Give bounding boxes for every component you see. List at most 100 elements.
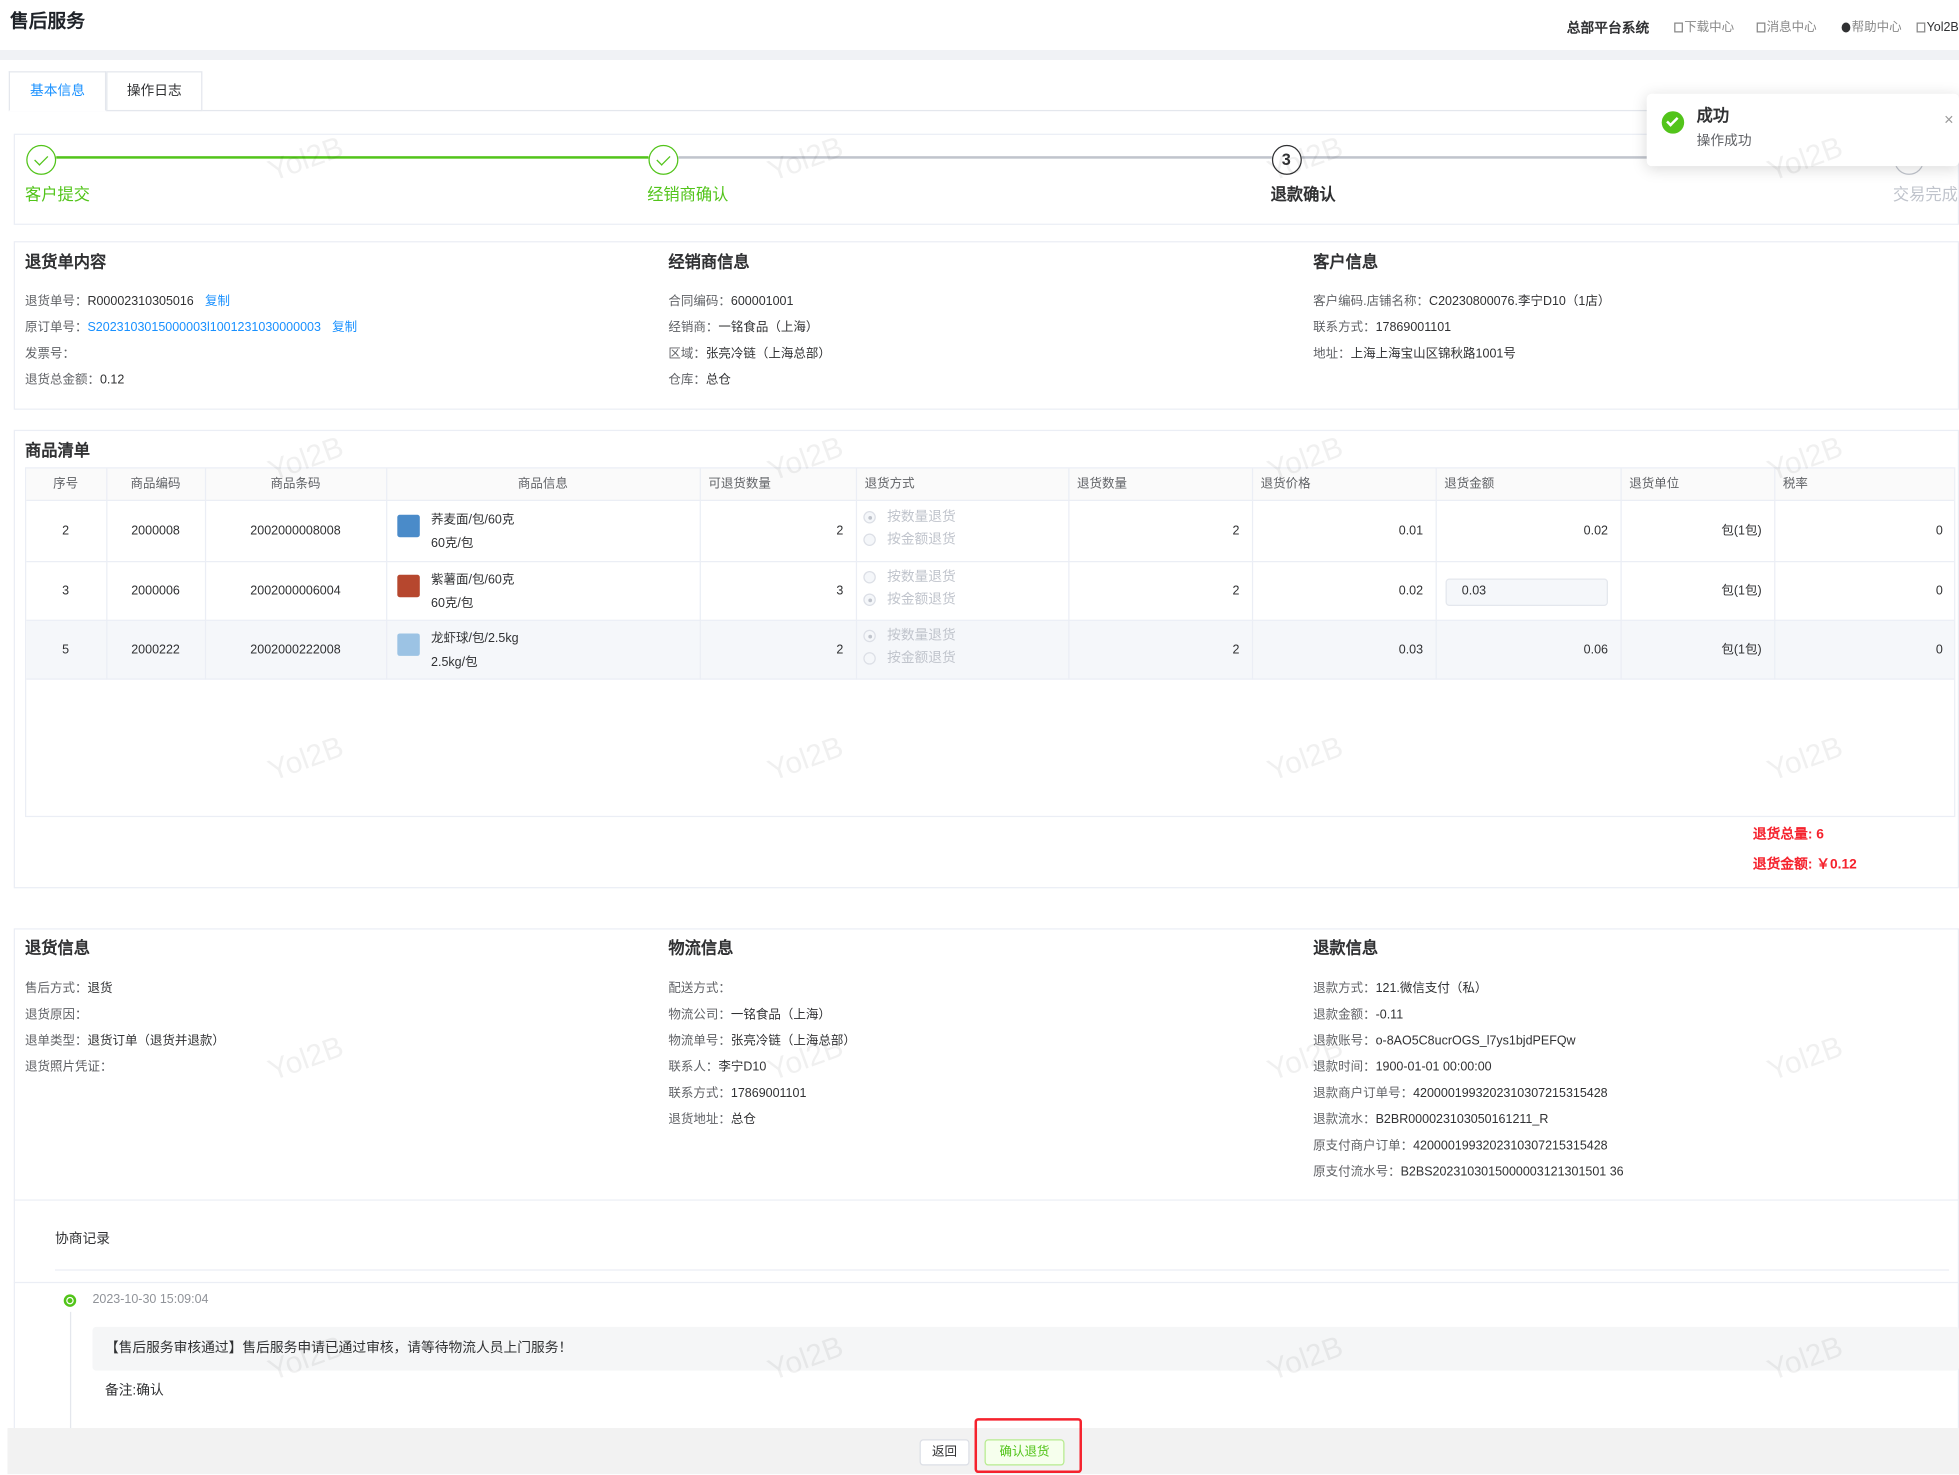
field-label: 退款方式： xyxy=(1313,982,1376,996)
field: 联系人：李宁D10 xyxy=(668,1058,766,1078)
column-header: 退货价格 xyxy=(1260,477,1311,492)
detail-panel xyxy=(13,928,1959,1201)
button[interactable] xyxy=(984,1439,1065,1466)
radio-label[interactable]: 按金额退货 xyxy=(887,591,956,607)
tab-label[interactable]: 基本信息 xyxy=(29,83,85,99)
copy-link[interactable]: 复制 xyxy=(332,321,358,335)
step-label: 客户提交 xyxy=(24,184,90,204)
field-value: B2BR000023103050161211_R xyxy=(1375,1113,1549,1127)
col-divider xyxy=(106,468,108,680)
radio-label[interactable]: 按金额退货 xyxy=(887,531,956,547)
tab-label[interactable]: 操作日志 xyxy=(126,83,182,99)
radio-label[interactable]: 按数量退货 xyxy=(887,509,956,525)
table-border xyxy=(24,467,1956,818)
header-link[interactable]: 消息中心 xyxy=(1766,21,1817,35)
field: 合同编码：600001001 xyxy=(668,292,793,312)
toast xyxy=(1646,93,1959,167)
field-value: 17869001101 xyxy=(1375,321,1452,335)
cell: 0 xyxy=(1935,584,1943,598)
tab[interactable] xyxy=(8,71,107,112)
amount-input[interactable] xyxy=(1445,577,1608,606)
radio[interactable] xyxy=(863,629,876,642)
radio[interactable] xyxy=(863,592,876,606)
radio-label[interactable]: 按数量退货 xyxy=(887,627,956,643)
radio[interactable] xyxy=(863,570,876,583)
field-value: 退货订单（退货并退款） xyxy=(87,1034,225,1049)
table-row xyxy=(26,562,1955,621)
step-label: 经销商确认 xyxy=(647,184,729,204)
summary-label: 退货总量: xyxy=(1752,827,1817,843)
field-label: 退货照片凭证： xyxy=(24,1060,113,1075)
summary-label: 退货金额: xyxy=(1752,857,1817,873)
header-link[interactable]: 下载中心 xyxy=(1684,21,1735,35)
field-value: 张亮冷链（上海总部） xyxy=(705,347,831,362)
toast-message: 操作成功 xyxy=(1696,133,1752,149)
header-link[interactable]: 帮助中心 xyxy=(1851,21,1902,35)
column-header: 退货数量 xyxy=(1076,477,1127,492)
radio[interactable] xyxy=(863,651,876,665)
amount-input-value[interactable]: 0.03 xyxy=(1461,584,1487,598)
column-header: 税率 xyxy=(1782,477,1808,492)
cell: 2 xyxy=(1232,584,1240,598)
field-label: 区域： xyxy=(668,347,706,362)
field-label: 发票号： xyxy=(24,347,75,362)
step-number: 3 xyxy=(1281,149,1291,169)
radio[interactable] xyxy=(863,532,876,546)
info-panel xyxy=(13,241,1959,410)
cell: 2002000222008 xyxy=(250,642,341,657)
cell: 2 xyxy=(836,642,844,657)
negotiation-title: 协商记录 xyxy=(54,1231,110,1247)
col-divider xyxy=(1774,468,1776,680)
radio-label[interactable]: 按数量退货 xyxy=(887,569,956,585)
field: 退款方式：121.微信支付（私） xyxy=(1313,980,1487,1000)
radio[interactable] xyxy=(863,510,876,523)
column-header: 序号 xyxy=(53,477,79,492)
field-label: 退款商户订单号： xyxy=(1313,1086,1414,1101)
product-thumb xyxy=(397,574,420,597)
field: 退货总金额：0.12 xyxy=(25,371,124,391)
step-circle xyxy=(648,144,679,175)
field: 发票号： xyxy=(25,345,75,365)
link-icon xyxy=(1916,22,1926,33)
col-divider xyxy=(855,468,858,680)
step-circle: 3 xyxy=(1271,144,1302,175)
field: 配送方式： xyxy=(668,980,730,1000)
section-title: 退货单内容 xyxy=(24,252,107,272)
field: 联系方式：17869001101 xyxy=(668,1084,806,1104)
col-divider xyxy=(699,468,701,680)
button-label[interactable]: 确认退货 xyxy=(999,1445,1050,1460)
field-label: 退货单号： xyxy=(24,294,88,309)
field: 原支付商户订单：4200001993202310307215315428 xyxy=(1313,1137,1608,1157)
field-label: 仓库： xyxy=(668,373,706,388)
toast-close[interactable]: × xyxy=(1944,109,1954,129)
step-label: 退款确认 xyxy=(1270,184,1336,204)
field-value: B2BS2023103015000003121301501 36 xyxy=(1400,1165,1624,1180)
field-value: 一铭食品（上海） xyxy=(718,321,819,335)
header-link[interactable]: Yol2B xyxy=(1926,21,1959,35)
product-spec: 2.5kg/包 xyxy=(431,655,478,670)
step-line xyxy=(1301,156,1895,159)
copy-link[interactable]: 复制 xyxy=(205,294,231,309)
radio-label[interactable]: 按金额退货 xyxy=(887,650,956,666)
cell: 2002000006004 xyxy=(250,584,341,598)
button-label[interactable]: 返回 xyxy=(932,1445,958,1460)
field: 区域：张亮冷链（上海总部） xyxy=(668,345,830,365)
product-thumb xyxy=(397,632,420,656)
tab[interactable] xyxy=(106,71,203,112)
summary: 退货金额: ￥0.12 xyxy=(1753,855,1857,875)
field-value: 李宁D10 xyxy=(718,1060,767,1075)
field-label: 经销商： xyxy=(668,321,719,335)
link-icon xyxy=(1841,22,1851,33)
field: 原订单号：S2023103015000003l1001231030000003 复… xyxy=(25,319,357,339)
cell: 2 xyxy=(1232,642,1240,657)
field-label: 联系人： xyxy=(668,1060,719,1075)
system-name: 总部平台系统 xyxy=(1566,21,1650,37)
field: 退货照片凭证： xyxy=(25,1058,112,1078)
cell: 5 xyxy=(62,642,70,657)
section-title: 经销商信息 xyxy=(668,252,750,272)
goods-title: 商品清单 xyxy=(24,441,90,460)
field: 售后方式：退货 xyxy=(25,980,112,1000)
summary: 退货总量: 6 xyxy=(1753,825,1824,845)
button[interactable] xyxy=(919,1439,970,1466)
